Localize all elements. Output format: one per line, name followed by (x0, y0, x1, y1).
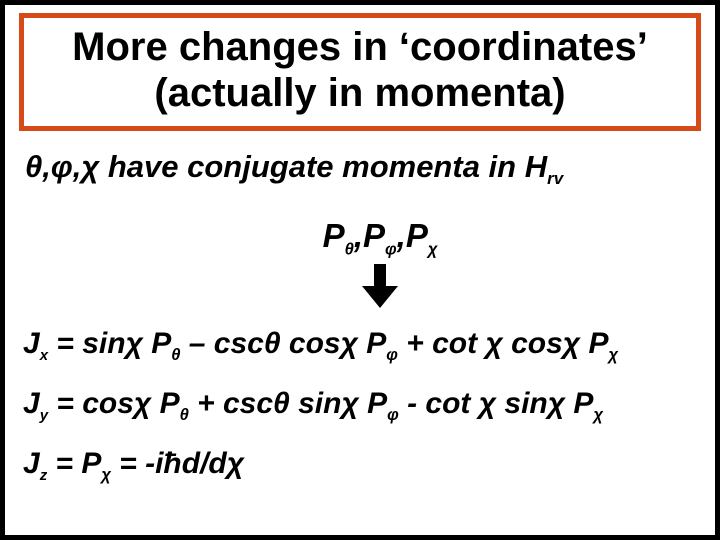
comma-1: , (354, 217, 363, 254)
p-theta-sym: P (323, 217, 345, 254)
jx-lhs-sub: x (40, 347, 48, 364)
jx-t3: + cot χ cosχ P (398, 327, 609, 360)
jz-t1-sub: χ (101, 466, 111, 484)
equations-block: Jx = sinχ Pθ – cscθ cosχ Pφ + cot χ cosχ… (23, 327, 697, 485)
equation-jy: Jy = cosχ Pθ + cscθ sinχ Pφ - cot χ sinχ… (23, 387, 697, 425)
jy-t3-sub: χ (593, 406, 603, 424)
p-phi-sym: P (363, 217, 385, 254)
title-box: More changes in ‘coordinates’ (actually … (19, 13, 701, 131)
jx-t3-sub: χ (608, 346, 618, 364)
jx-t1: = sinχ P (48, 327, 171, 360)
jy-lhs-sub: y (40, 407, 48, 424)
jz-t2: = -iħd/dχ (111, 447, 244, 480)
arrow-container (5, 264, 715, 313)
title-line-2: (actually in momenta) (34, 70, 686, 116)
subtitle-sub: rv (547, 169, 563, 188)
p-phi-sub: φ (385, 241, 397, 259)
comma-2: , (397, 217, 406, 254)
jy-t2-sub: φ (387, 406, 399, 424)
p-chi-sym: P (406, 217, 428, 254)
jy-t2: + cscθ sinχ P (189, 387, 387, 420)
subtitle-text: θ,φ,χ have conjugate momenta in H (25, 149, 547, 184)
title-line-1: More changes in ‘coordinates’ (34, 24, 686, 70)
jy-t1-sub: θ (180, 406, 189, 424)
jx-t2-sub: φ (386, 346, 398, 364)
down-arrow-icon (362, 264, 398, 308)
jy-t3: - cot χ sinχ P (399, 387, 594, 420)
jz-lhs-sym: J (23, 447, 40, 480)
equation-jx: Jx = sinχ Pθ – cscθ cosχ Pφ + cot χ cosχ… (23, 327, 697, 365)
jy-t1: = cosχ P (48, 387, 180, 420)
p-chi-sub: χ (428, 241, 438, 259)
conjugate-momenta: Pθ,Pφ,Pχ (5, 217, 715, 260)
jx-lhs-sym: J (23, 327, 40, 360)
p-theta-sub: θ (345, 241, 354, 259)
equation-jz: Jz = Pχ = -iħd/dχ (23, 447, 697, 485)
jy-lhs-sym: J (23, 387, 40, 420)
jz-t1: = P (47, 447, 101, 480)
jx-t2: – cscθ cosχ P (180, 327, 386, 360)
subtitle: θ,φ,χ have conjugate momenta in Hrv (25, 149, 695, 189)
